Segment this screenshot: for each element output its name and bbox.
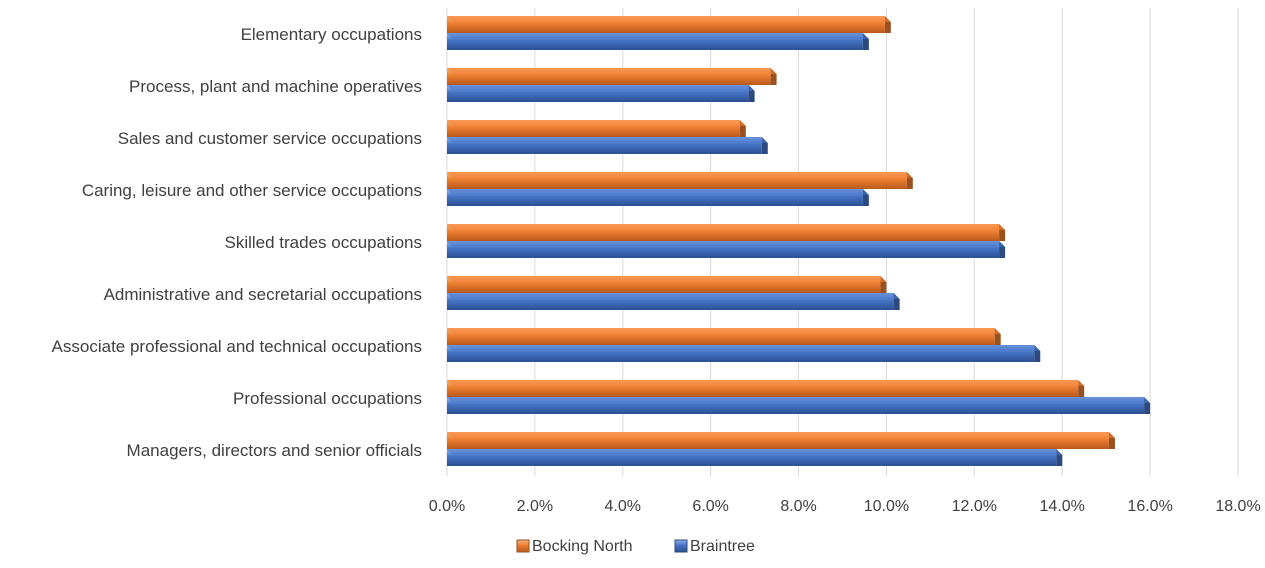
bar-braintree — [447, 293, 900, 310]
bar-braintree — [447, 33, 869, 50]
bar-bocking-north — [447, 172, 913, 189]
legend-swatch — [516, 539, 530, 553]
legend-item-braintree: Braintree — [674, 538, 755, 555]
x-tick-label: 2.0% — [517, 498, 553, 515]
bar-bocking-north — [447, 68, 777, 85]
x-tick-label: 18.0% — [1215, 498, 1260, 515]
legend: Bocking North Braintree — [516, 538, 755, 555]
bar-bocking-north — [447, 276, 887, 293]
category-label: Administrative and secretarial occupatio… — [104, 285, 422, 304]
x-tick-label: 0.0% — [429, 498, 465, 515]
x-axis-tick-labels: 0.0% 2.0% 4.0% 6.0% 8.0% 10.0% 12.0% 14.0% 16.0%… — [429, 498, 1261, 515]
legend-label: Bocking North — [532, 538, 633, 555]
category-label: Managers, directors and senior officials — [127, 441, 422, 460]
x-tick-label: 10.0% — [864, 498, 909, 515]
category-labels: Elementary occupations Process, plant and… — [52, 25, 422, 460]
category-label: Caring, leisure and other service occupa… — [82, 181, 422, 200]
x-tick-label: 6.0% — [692, 498, 728, 515]
category-label: Skilled trades occupations — [224, 233, 422, 252]
category-label: Associate professional and technical occ… — [52, 337, 422, 356]
x-tick-label: 14.0% — [1040, 498, 1085, 515]
x-tick-label: 12.0% — [952, 498, 997, 515]
x-tick-label: 8.0% — [780, 498, 816, 515]
legend-label: Braintree — [690, 538, 755, 555]
bar-braintree — [447, 449, 1063, 466]
category-label: Elementary occupations — [241, 25, 422, 44]
bar-bocking-north — [447, 120, 746, 137]
category-label: Professional occupations — [233, 389, 422, 408]
bar-braintree — [447, 137, 768, 154]
bar-bocking-north — [447, 380, 1085, 397]
bar-braintree — [447, 85, 755, 102]
category-label: Sales and customer service occupations — [118, 129, 422, 148]
legend-swatch — [674, 539, 688, 553]
bar-braintree — [447, 189, 869, 206]
bar-bocking-north — [447, 328, 1001, 345]
bar-bocking-north — [447, 224, 1006, 241]
bar-braintree — [447, 397, 1151, 414]
category-label: Process, plant and machine operatives — [129, 77, 422, 96]
x-tick-label: 16.0% — [1127, 498, 1172, 515]
bars — [447, 16, 1151, 466]
bar-bocking-north — [447, 16, 891, 33]
bar-braintree — [447, 241, 1006, 258]
bar-braintree — [447, 345, 1041, 362]
legend-item-bocking-north: Bocking North — [516, 538, 633, 555]
bar-bocking-north — [447, 432, 1115, 449]
x-tick-label: 4.0% — [605, 498, 641, 515]
